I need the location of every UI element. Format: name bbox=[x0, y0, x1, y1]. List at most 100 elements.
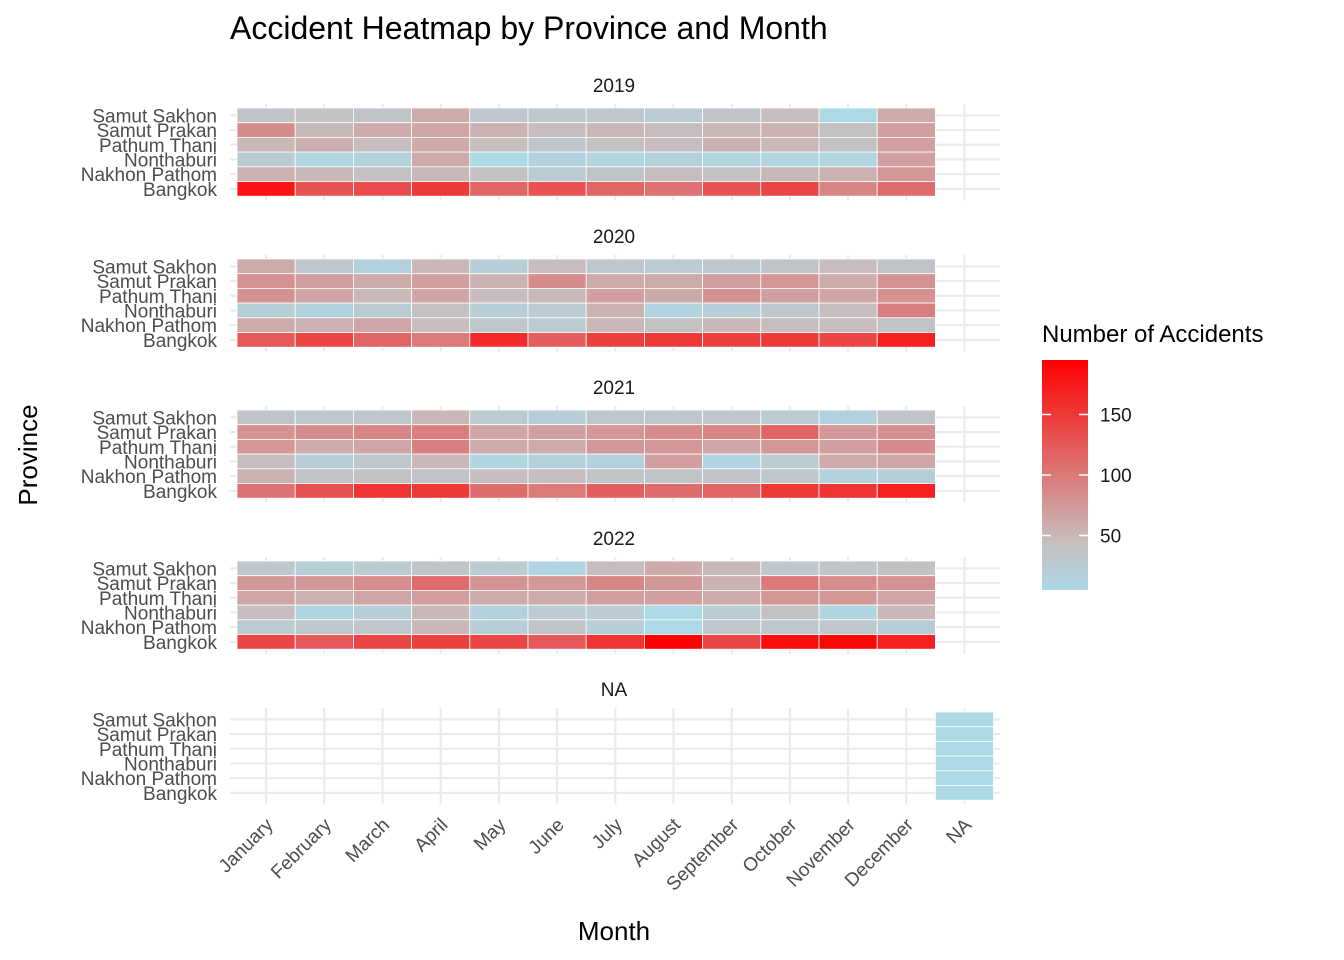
heat-cell-samut-prakan-january-2020 bbox=[236, 273, 296, 289]
heat-cell-bangkok-january-2020 bbox=[236, 332, 296, 348]
heat-cell-nonthaburi-november-2020 bbox=[818, 302, 878, 319]
heat-cell-nakhon-pathom-august-2020 bbox=[644, 317, 704, 333]
heat-cell-nonthaburi-july-2019 bbox=[585, 151, 645, 168]
heat-cell-samut-prakan-april-2022 bbox=[411, 575, 471, 591]
heat-cell-nakhon-pathom-na-na bbox=[935, 770, 995, 786]
y-tick-label: Samut Prakan bbox=[97, 725, 217, 746]
heat-cell-nakhon-pathom-january-2019 bbox=[236, 166, 296, 182]
y-tick-label: Samut Prakan bbox=[97, 121, 217, 142]
y-tick-label: Nakhon Pathom bbox=[81, 769, 217, 790]
heat-cell-samut-sakhon-november-2021 bbox=[818, 409, 878, 426]
heat-cell-pathum-thani-october-2020 bbox=[760, 287, 820, 304]
y-tick-label: Bangkok bbox=[143, 784, 217, 805]
heat-cell-samut-prakan-september-2021 bbox=[702, 424, 762, 440]
y-tick-label: Samut Sakhon bbox=[92, 106, 217, 127]
heat-cell-nakhon-pathom-march-2021 bbox=[352, 468, 412, 484]
heat-cell-pathum-thani-june-2022 bbox=[527, 590, 587, 606]
heat-cell-bangkok-february-2020 bbox=[294, 332, 354, 348]
heat-cell-nonthaburi-march-2019 bbox=[352, 151, 412, 168]
heat-cell-nonthaburi-june-2021 bbox=[527, 453, 587, 470]
y-tick-label: Bangkok bbox=[143, 633, 217, 654]
heat-cell-nakhon-pathom-february-2021 bbox=[294, 468, 354, 484]
heat-cell-pathum-thani-april-2022 bbox=[411, 590, 471, 606]
heat-cell-samut-prakan-january-2021 bbox=[236, 424, 296, 440]
heat-cell-bangkok-march-2019 bbox=[352, 181, 412, 197]
heat-cell-nakhon-pathom-august-2022 bbox=[644, 619, 704, 635]
heat-cell-bangkok-december-2021 bbox=[876, 483, 936, 499]
heat-cell-samut-sakhon-july-2022 bbox=[585, 560, 645, 577]
chart-title: Accident Heatmap by Province and Month bbox=[230, 10, 828, 46]
heat-cell-samut-prakan-november-2021 bbox=[818, 424, 878, 440]
heat-cell-samut-sakhon-march-2022 bbox=[352, 560, 412, 577]
y-tick-label: Samut Sakhon bbox=[92, 257, 217, 278]
heat-cell-bangkok-march-2020 bbox=[352, 332, 412, 348]
heat-cell-bangkok-november-2019 bbox=[818, 181, 878, 197]
heat-cell-samut-sakhon-april-2022 bbox=[411, 560, 471, 577]
heat-cell-pathum-thani-june-2019 bbox=[527, 136, 587, 153]
heat-cell-bangkok-may-2021 bbox=[469, 483, 529, 499]
heat-cell-bangkok-august-2019 bbox=[644, 181, 704, 197]
y-tick-label: Bangkok bbox=[143, 331, 217, 352]
heat-cell-nonthaburi-may-2021 bbox=[469, 453, 529, 470]
heat-cell-nakhon-pathom-april-2021 bbox=[411, 468, 471, 484]
heat-cell-samut-sakhon-august-2022 bbox=[644, 560, 704, 577]
heat-cell-bangkok-october-2020 bbox=[760, 332, 820, 348]
heat-cell-pathum-thani-october-2022 bbox=[760, 590, 820, 606]
heat-cell-nonthaburi-august-2020 bbox=[644, 302, 704, 319]
heat-cell-bangkok-september-2019 bbox=[702, 181, 762, 197]
y-axis-label: Province bbox=[13, 404, 43, 505]
heat-cell-bangkok-may-2020 bbox=[469, 332, 529, 348]
heat-cell-nonthaburi-may-2022 bbox=[469, 604, 529, 621]
heat-cell-nakhon-pathom-october-2019 bbox=[760, 166, 820, 182]
heat-cell-pathum-thani-may-2021 bbox=[469, 438, 529, 455]
heat-cell-nakhon-pathom-june-2022 bbox=[527, 619, 587, 635]
panel-strip-label: 2019 bbox=[593, 76, 635, 97]
heat-cell-nonthaburi-march-2020 bbox=[352, 302, 412, 319]
y-tick-label: Samut Prakan bbox=[97, 272, 217, 293]
heat-cell-nakhon-pathom-december-2020 bbox=[876, 317, 936, 333]
heat-cell-samut-sakhon-january-2019 bbox=[236, 107, 296, 124]
heat-cell-nonthaburi-february-2021 bbox=[294, 453, 354, 470]
heat-cell-bangkok-may-2019 bbox=[469, 181, 529, 197]
heat-cell-samut-prakan-september-2022 bbox=[702, 575, 762, 591]
heat-cell-samut-prakan-june-2022 bbox=[527, 575, 587, 591]
y-tick-label: Nonthaburi bbox=[124, 754, 217, 775]
heat-cell-pathum-thani-august-2022 bbox=[644, 590, 704, 606]
heat-cell-samut-sakhon-february-2020 bbox=[294, 258, 354, 275]
heat-cell-samut-prakan-july-2020 bbox=[585, 273, 645, 289]
y-tick-label: Samut Sakhon bbox=[92, 408, 217, 429]
heat-cell-samut-prakan-may-2019 bbox=[469, 122, 529, 138]
y-tick-label: Pathum Thani bbox=[99, 589, 217, 610]
heat-cell-samut-prakan-november-2020 bbox=[818, 273, 878, 289]
heat-cell-samut-prakan-november-2022 bbox=[818, 575, 878, 591]
heat-cell-nakhon-pathom-february-2019 bbox=[294, 166, 354, 182]
heat-cell-pathum-thani-november-2020 bbox=[818, 287, 878, 304]
heat-cell-pathum-thani-january-2022 bbox=[236, 590, 296, 606]
heat-cell-nakhon-pathom-december-2019 bbox=[876, 166, 936, 182]
heat-cell-samut-prakan-may-2022 bbox=[469, 575, 529, 591]
heat-cell-samut-prakan-na-na bbox=[935, 726, 995, 742]
heat-cell-samut-sakhon-april-2021 bbox=[411, 409, 471, 426]
heat-cell-bangkok-july-2022 bbox=[585, 634, 645, 650]
heat-cell-bangkok-april-2020 bbox=[411, 332, 471, 348]
heat-cell-samut-sakhon-december-2022 bbox=[876, 560, 936, 577]
legend-tick-label: 150 bbox=[1100, 405, 1132, 426]
heat-cell-bangkok-may-2022 bbox=[469, 634, 529, 650]
heat-cell-nakhon-pathom-august-2021 bbox=[644, 468, 704, 484]
heat-cell-samut-sakhon-february-2021 bbox=[294, 409, 354, 426]
heat-cell-nonthaburi-june-2022 bbox=[527, 604, 587, 621]
heat-cell-samut-prakan-february-2020 bbox=[294, 273, 354, 289]
heat-cell-nonthaburi-january-2022 bbox=[236, 604, 296, 621]
heat-cell-samut-prakan-october-2020 bbox=[760, 273, 820, 289]
heat-cell-nakhon-pathom-december-2021 bbox=[876, 468, 936, 484]
heat-cell-nakhon-pathom-july-2021 bbox=[585, 468, 645, 484]
heat-cell-bangkok-april-2021 bbox=[411, 483, 471, 499]
heat-cell-samut-sakhon-december-2020 bbox=[876, 258, 936, 275]
heat-cell-nakhon-pathom-june-2019 bbox=[527, 166, 587, 182]
heat-cell-nonthaburi-april-2022 bbox=[411, 604, 471, 621]
heat-cell-pathum-thani-september-2022 bbox=[702, 590, 762, 606]
heat-cell-samut-sakhon-october-2020 bbox=[760, 258, 820, 275]
heat-cell-samut-sakhon-september-2022 bbox=[702, 560, 762, 577]
heat-cell-samut-prakan-september-2019 bbox=[702, 122, 762, 138]
